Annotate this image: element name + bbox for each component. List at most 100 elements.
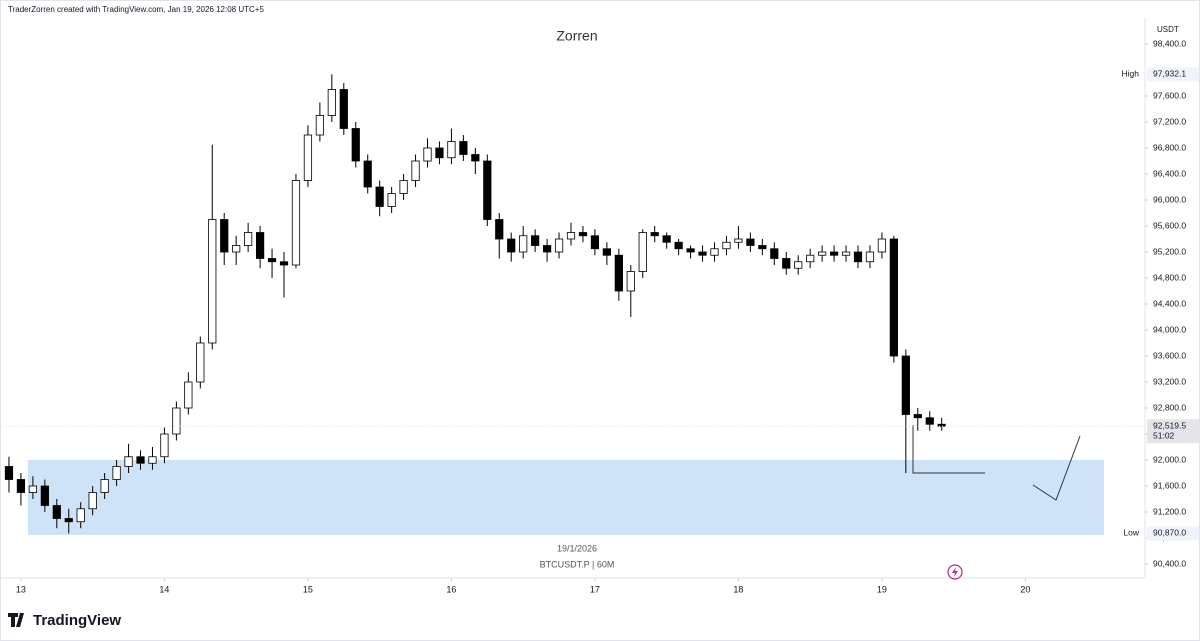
candle-body [52, 505, 61, 519]
symbol-label: BTCUSDT.P | 60M [540, 559, 615, 569]
candle-body [925, 417, 934, 425]
candle-body [818, 251, 827, 256]
y-tick-label: 94,000.0 [1153, 324, 1186, 334]
last-price-value: 92,519.5 [1153, 420, 1186, 430]
candle-body [578, 232, 588, 237]
candle-body [4, 466, 14, 480]
candle-body [196, 342, 205, 383]
date-label: 19/1/2026 [557, 543, 597, 553]
candle-body [937, 423, 946, 427]
candle-body [255, 232, 265, 259]
candle-body [698, 251, 707, 256]
y-tick-label: 96,000.0 [1153, 194, 1186, 204]
header-text: TraderZorren created with TradingView.co… [8, 5, 264, 14]
candle-body [602, 248, 611, 256]
y-tick-label: 94,400.0 [1153, 298, 1186, 308]
demand-zone [28, 460, 1104, 535]
candle-body [423, 147, 432, 162]
candle-body [28, 485, 37, 493]
y-tick-label: 94,800.0 [1153, 272, 1186, 282]
candle-body [531, 235, 540, 246]
x-tick-label: 15 [303, 584, 313, 594]
candle-body [554, 238, 564, 253]
candle-body [148, 456, 157, 464]
price-marker-box [1147, 67, 1199, 82]
candle-body [901, 355, 910, 415]
replay-icon-bolt [952, 567, 958, 577]
y-tick-label: 91,600.0 [1153, 480, 1186, 490]
x-tick-label: 18 [733, 584, 743, 594]
price-marker-value: 90,870.0 [1153, 528, 1186, 538]
candle-body [387, 193, 396, 207]
candle-body [853, 251, 863, 263]
candle-body [160, 433, 169, 458]
candle-body [100, 479, 109, 493]
price-marker-text: Low [1123, 528, 1139, 538]
x-tick-label: 14 [159, 584, 169, 594]
price-marker-box [1147, 526, 1199, 541]
candle-body [267, 258, 277, 263]
last-price-box [1147, 419, 1199, 444]
candle-body [519, 235, 528, 253]
candle-body [686, 248, 695, 253]
x-tick-label: 16 [446, 584, 456, 594]
candle-body [435, 147, 444, 159]
candle-body [542, 245, 552, 253]
x-tick-label: 17 [590, 584, 600, 594]
candle-body [327, 89, 336, 116]
candle-body [64, 518, 73, 523]
candle-body [507, 238, 516, 253]
candle-body [399, 180, 408, 194]
brand-logo [8, 613, 24, 627]
price-marker-text: High [1122, 69, 1140, 79]
candle-body [638, 232, 647, 272]
candle-body [208, 219, 217, 344]
candle-body [244, 232, 253, 246]
replay-icon [947, 564, 963, 580]
candle-body [172, 407, 181, 435]
candle-body [710, 248, 719, 256]
candle-body [722, 241, 731, 250]
candle-body [220, 219, 229, 253]
y-tick-label: 96,400.0 [1153, 168, 1186, 178]
candle-body [76, 508, 85, 523]
candle-body [471, 154, 480, 162]
y-tick-label: 93,200.0 [1153, 376, 1186, 386]
candle-body [758, 245, 767, 250]
countdown: 51:02 [1153, 430, 1175, 440]
candle-body [746, 238, 755, 246]
candle-body [782, 258, 791, 269]
brand-name: TradingView [33, 612, 121, 629]
candle-body [662, 235, 671, 243]
y-tick-label: 90,400.0 [1153, 558, 1186, 568]
x-tick-label: 20 [1020, 584, 1030, 594]
candle-body [136, 456, 145, 464]
candle-body [734, 238, 743, 243]
candle-body [865, 251, 875, 263]
candle-body [339, 89, 348, 129]
candle-body [88, 492, 97, 510]
candle-body [877, 238, 887, 253]
currency: USDT [1157, 25, 1179, 34]
y-tick-label: 93,600.0 [1153, 350, 1186, 360]
y-tick-label: 98,400.0 [1153, 38, 1186, 48]
candle-body [913, 414, 922, 419]
candle-body [495, 219, 504, 240]
x-tick-label: 19 [877, 584, 887, 594]
candle-body [232, 245, 241, 253]
x-tick-label: 13 [16, 584, 26, 594]
candle-body [614, 254, 623, 292]
candle-body [303, 134, 313, 181]
candle-body [806, 254, 815, 263]
candle-body [674, 241, 683, 250]
candle-body [411, 160, 420, 181]
candle-body [829, 251, 839, 256]
candle-body [566, 232, 576, 240]
y-tick-label: 92,000.0 [1153, 454, 1186, 464]
y-tick-label: 91,200.0 [1153, 506, 1186, 516]
candle-body [40, 485, 49, 506]
candle-body [794, 261, 803, 269]
candle-body [112, 466, 121, 480]
